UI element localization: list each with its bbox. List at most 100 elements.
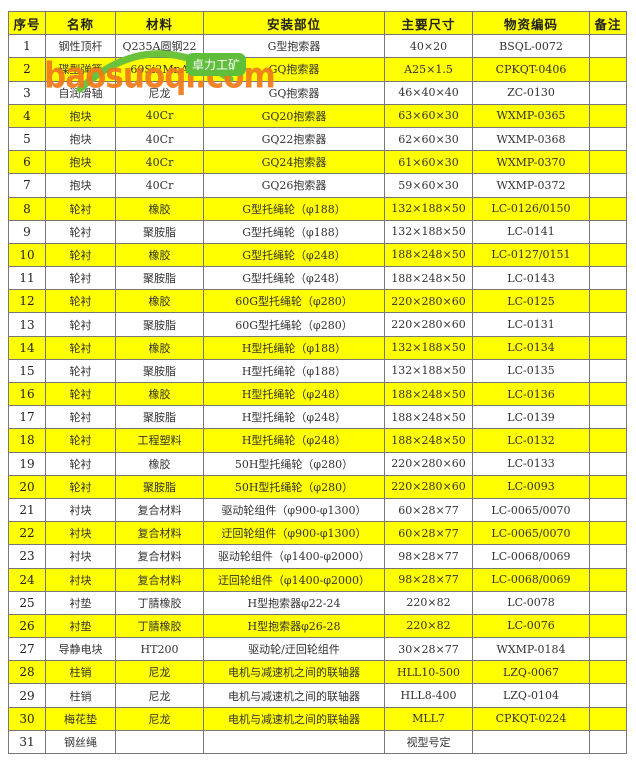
cell-col-remark xyxy=(589,521,627,546)
cell-col-remark xyxy=(589,567,627,592)
cell-col-code: WXMP-0184 xyxy=(472,637,590,662)
cell-col-code: LC-0078 xyxy=(472,590,590,615)
cell-col-size: 40×20 xyxy=(384,34,473,59)
cell-col-material: 尼龙 xyxy=(115,80,204,105)
table-row: 23 衬块 复合材料 驱动轮组件（φ1400-φ2000） 98×28×77 LC-006… xyxy=(8,544,627,569)
cell-col-remark xyxy=(589,706,627,731)
cell-col-size: 98×28×77 xyxy=(384,544,473,569)
cell-col-location: GQ22抱索器 xyxy=(203,126,385,152)
cell-col-location: 电机与减速机之间的联轴器 xyxy=(203,706,385,731)
cell-col-remark xyxy=(589,683,627,708)
cell-col-name: 轮衬 xyxy=(45,358,116,384)
cell-col-index: 31 xyxy=(8,729,46,755)
header-col-material: 材料 xyxy=(115,10,204,36)
table-row: 6 抱块 40Cr GQ24抱索器 61×60×30 WXMP-0370 xyxy=(8,150,627,175)
cell-col-name: 轮衬 xyxy=(45,335,116,360)
parts-table: 序号 名称 材料 安装部位 主要尺寸 物资编码 备注 1 钢性顶杆 Q235A圆钢22 G型抱索器… xyxy=(8,10,627,755)
cell-col-material: 聚胺脂 xyxy=(115,474,204,499)
cell-col-remark xyxy=(589,266,627,291)
cell-col-name: 抱块 xyxy=(45,126,116,152)
cell-col-location: G型抱索器 xyxy=(203,34,385,59)
cell-col-size: 220×280×60 xyxy=(384,289,473,314)
cell-col-index: 16 xyxy=(8,381,46,407)
cell-col-index: 29 xyxy=(8,683,46,708)
cell-col-index: 26 xyxy=(8,613,46,639)
table-row: 31 钢丝绳 视型号定 xyxy=(8,729,627,755)
cell-col-size: 60×28×77 xyxy=(384,521,473,546)
cell-col-remark xyxy=(589,289,627,314)
cell-col-code xyxy=(472,729,590,755)
cell-col-material: 60Si2MnA xyxy=(115,57,204,82)
cell-col-index: 11 xyxy=(8,266,46,291)
cell-col-code: ZC-0130 xyxy=(472,80,590,105)
cell-col-code: CPKQT-0224 xyxy=(472,706,590,731)
cell-col-location: H型托绳轮（φ188） xyxy=(203,335,385,360)
cell-col-remark xyxy=(589,637,627,662)
cell-col-name: 导静电块 xyxy=(45,637,116,662)
cell-col-material: 尼龙 xyxy=(115,683,204,708)
cell-col-location: 电机与减速机之间的联轴器 xyxy=(203,683,385,708)
cell-col-index: 15 xyxy=(8,358,46,384)
cell-col-size: 62×60×30 xyxy=(384,126,473,152)
cell-col-name: 轮衬 xyxy=(45,405,116,430)
cell-col-size: HLL10-500 xyxy=(384,660,473,685)
cell-col-location: 迂回轮组件（φ900-φ1300） xyxy=(203,521,385,546)
cell-col-code: CPKQT-0406 xyxy=(472,57,590,82)
cell-col-index: 6 xyxy=(8,150,46,175)
cell-col-index: 19 xyxy=(8,451,46,476)
cell-col-index: 2 xyxy=(8,57,46,82)
cell-col-size: 220×280×60 xyxy=(384,451,473,476)
cell-col-remark xyxy=(589,451,627,476)
cell-col-remark xyxy=(589,474,627,499)
cell-col-material: 丁腈橡胶 xyxy=(115,613,204,639)
cell-col-remark xyxy=(589,497,627,523)
cell-col-location: H型托绳轮（φ248） xyxy=(203,405,385,430)
cell-col-size: 220×280×60 xyxy=(384,474,473,499)
cell-col-material: 橡胶 xyxy=(115,451,204,476)
cell-col-index: 5 xyxy=(8,126,46,152)
cell-col-location: GQ20抱索器 xyxy=(203,103,385,128)
table-row: 7 抱块 40Cr GQ26抱索器 59×60×30 WXMP-0372 xyxy=(8,173,627,198)
cell-col-location: GQ抱索器 xyxy=(203,80,385,105)
cell-col-code: WXMP-0365 xyxy=(472,103,590,128)
cell-col-index: 17 xyxy=(8,405,46,430)
cell-col-code: LC-0076 xyxy=(472,613,590,639)
cell-col-name: 抱块 xyxy=(45,173,116,198)
cell-col-material: 40Cr xyxy=(115,103,204,128)
cell-col-index: 4 xyxy=(8,103,46,128)
cell-col-index: 13 xyxy=(8,312,46,337)
cell-col-remark xyxy=(589,544,627,569)
header-col-index: 序号 xyxy=(8,10,46,36)
cell-col-code: LZQ-0104 xyxy=(472,683,590,708)
cell-col-size: 59×60×30 xyxy=(384,173,473,198)
cell-col-index: 24 xyxy=(8,567,46,592)
cell-col-code: LC-0126/0150 xyxy=(472,196,590,221)
table-row: 19 轮衬 橡胶 50H型托绳轮（φ280） 220×280×60 LC-0133 xyxy=(8,451,627,476)
table-row: 13 轮衬 聚胺脂 60G型托绳轮（φ280） 220×280×60 LC-0131 xyxy=(8,312,627,337)
cell-col-code: LC-0131 xyxy=(472,312,590,337)
cell-col-material: 尼龙 xyxy=(115,660,204,685)
table-row: 15 轮衬 聚胺脂 H型托绳轮（φ188） 132×188×50 LC-0135 xyxy=(8,358,627,384)
table-row: 10 轮衬 橡胶 G型托绳轮（φ248） 188×248×50 LC-0127/0151 xyxy=(8,242,627,268)
cell-col-material: 聚胺脂 xyxy=(115,358,204,384)
cell-col-location: GQ抱索器 xyxy=(203,57,385,82)
cell-col-size: 188×248×50 xyxy=(384,242,473,268)
cell-col-code: LC-0141 xyxy=(472,219,590,244)
cell-col-size: 视型号定 xyxy=(384,729,473,755)
cell-col-index: 1 xyxy=(8,34,46,59)
cell-col-size: 220×280×60 xyxy=(384,312,473,337)
cell-col-size: 30×28×77 xyxy=(384,637,473,662)
cell-col-name: 抱块 xyxy=(45,150,116,175)
cell-col-material: 橡胶 xyxy=(115,381,204,407)
cell-col-location: G型托绳轮（φ188） xyxy=(203,219,385,244)
table-row: 12 轮衬 橡胶 60G型托绳轮（φ280） 220×280×60 LC-0125 xyxy=(8,289,627,314)
cell-col-name: 轮衬 xyxy=(45,381,116,407)
cell-col-name: 柱销 xyxy=(45,683,116,708)
header-col-code: 物资编码 xyxy=(472,10,590,36)
cell-col-location: G型托绳轮（φ248） xyxy=(203,266,385,291)
cell-col-index: 27 xyxy=(8,637,46,662)
header-col-size: 主要尺寸 xyxy=(384,10,473,36)
cell-col-code: WXMP-0372 xyxy=(472,173,590,198)
cell-col-size: 188×248×50 xyxy=(384,266,473,291)
cell-col-remark xyxy=(589,312,627,337)
